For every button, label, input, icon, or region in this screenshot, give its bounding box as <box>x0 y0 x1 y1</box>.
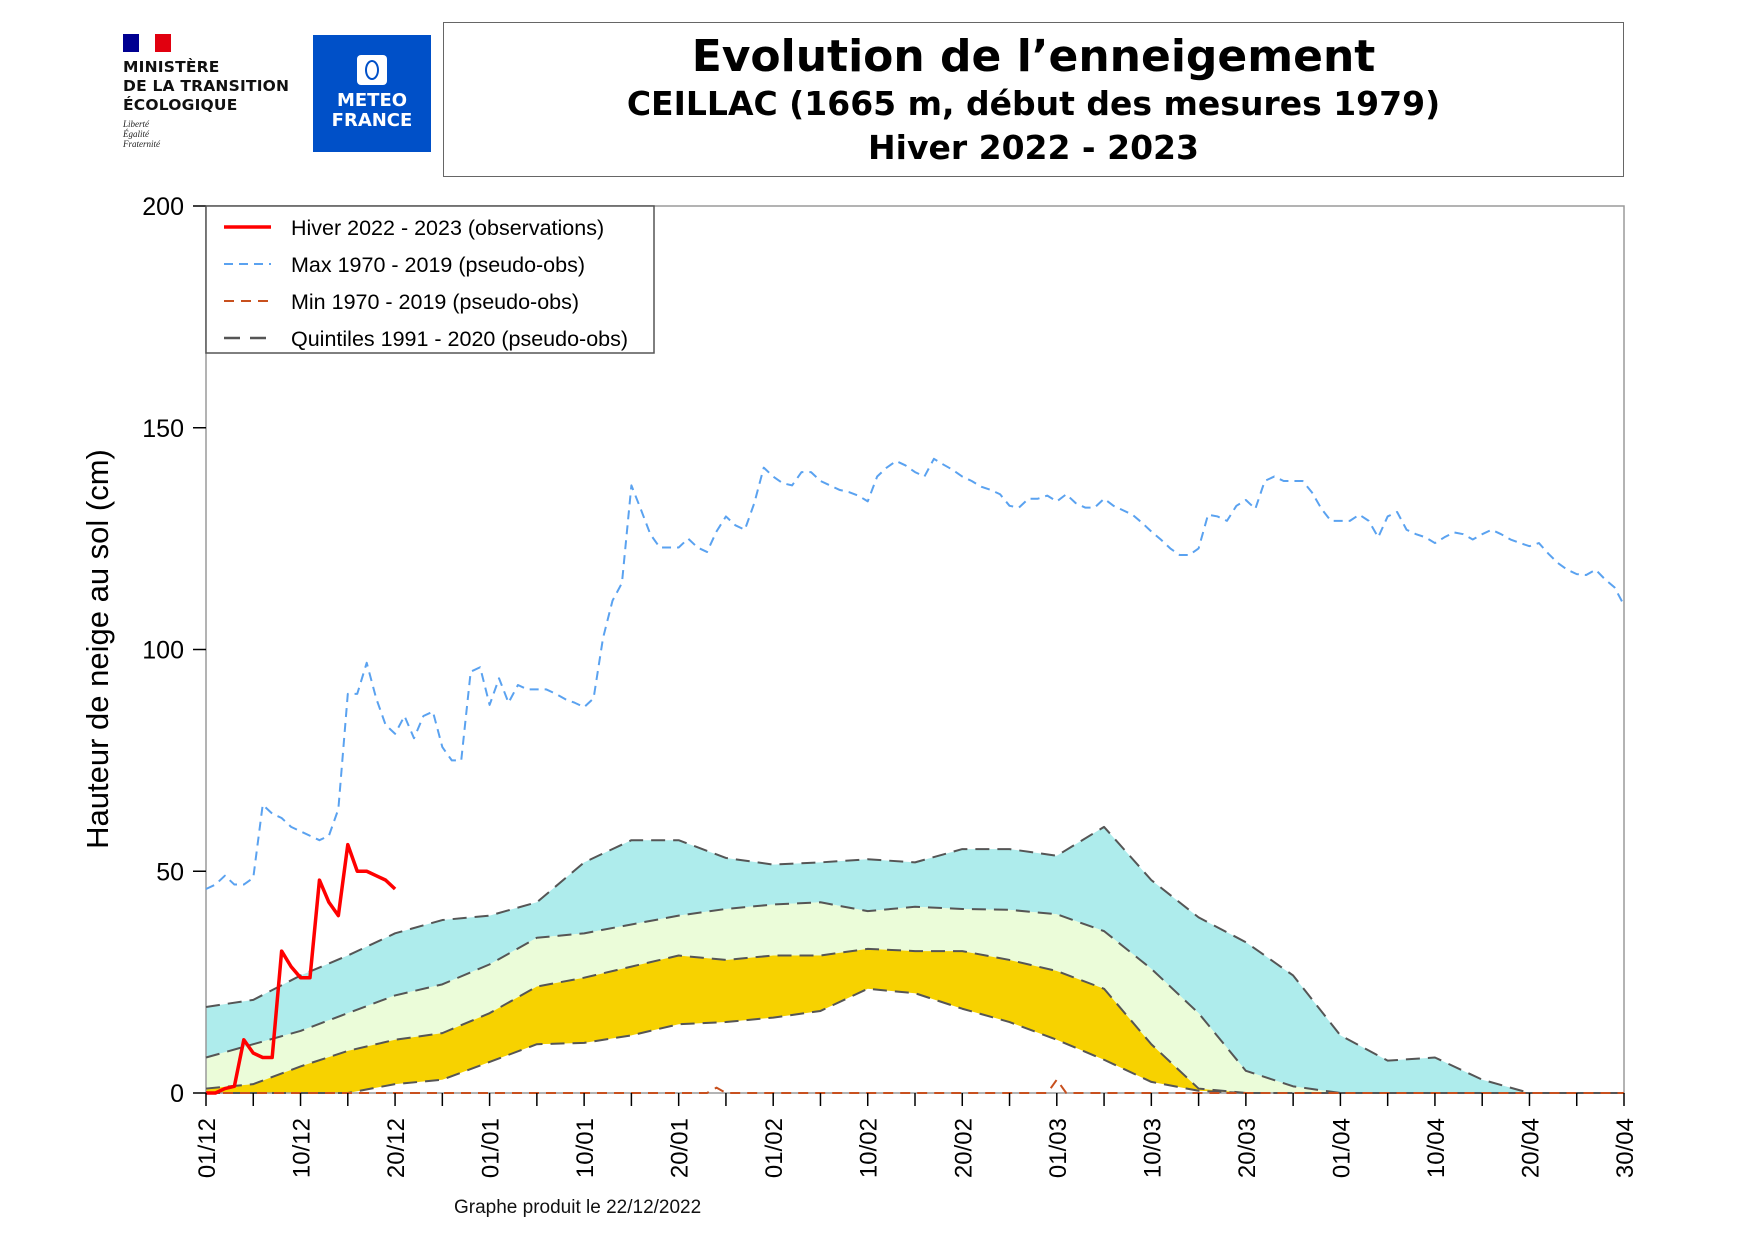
x-tick-label: 20/01 <box>667 1118 694 1178</box>
meteo-france-line-1: METEO <box>336 90 408 111</box>
motto-1: Liberté <box>123 119 149 129</box>
x-tick-label: 20/03 <box>1234 1118 1261 1178</box>
x-tick-label: 10/04 <box>1423 1118 1450 1178</box>
season-label: Hiver 2022 - 2023 <box>868 128 1199 167</box>
y-axis-label: Hauteur de neige au sol (cm) <box>80 449 115 849</box>
legend-box <box>205 205 655 354</box>
x-tick-label: 10/03 <box>1139 1118 1166 1178</box>
y-tick-label: 50 <box>156 858 184 886</box>
quintile-band-40-60 <box>206 902 1624 1093</box>
quintile-band-20-40 <box>206 948 1624 1093</box>
legend-label-obs: Hiver 2022 - 2023 (observations) <box>291 216 604 240</box>
x-tick-label: 10/01 <box>572 1118 599 1178</box>
observations-series-line <box>206 842 397 1095</box>
chart-title: Evolution de l’enneigement <box>691 31 1376 82</box>
quintile-band-60-80 <box>206 826 1624 1093</box>
ministry-line-3: ÉCOLOGIQUE <box>123 96 238 114</box>
legend-label-quintiles: Quintiles 1991 - 2020 (pseudo-obs) <box>291 327 628 351</box>
x-tick-label: 01/04 <box>1328 1118 1355 1178</box>
title-box: Evolution de l’enneigement CEILLAC (1665… <box>443 22 1624 177</box>
ministry-name: MINISTÈRE DE LA TRANSITION ÉCOLOGIQUE <box>123 58 303 115</box>
x-tick-label: 01/01 <box>478 1118 505 1178</box>
legend-label-max: Max 1970 - 2019 (pseudo-obs) <box>291 253 585 277</box>
motto-2: Égalité <box>123 129 149 139</box>
x-tick-label: 10/12 <box>289 1118 316 1178</box>
x-tick-label: 01/02 <box>761 1118 788 1178</box>
quintile-line-q40 <box>205 947 1624 1094</box>
x-tick-label: 10/02 <box>856 1118 883 1178</box>
x-tick-label: 30/04 <box>1612 1118 1639 1178</box>
ministry-logo: MINISTÈRE DE LA TRANSITION ÉCOLOGIQUE Li… <box>123 34 303 152</box>
quintile-line-q60 <box>205 901 1624 1094</box>
meteo-france-line-2: FRANCE <box>331 110 413 131</box>
quintile-line-q80 <box>205 825 1624 1094</box>
x-tick-label: 20/12 <box>383 1118 410 1178</box>
x-tick-label: 01/12 <box>194 1118 221 1178</box>
motto-3: Fraternité <box>123 139 160 149</box>
max-series-line <box>205 457 1625 890</box>
ministry-line-1: MINISTÈRE <box>123 58 220 76</box>
x-tick-label: 01/03 <box>1045 1118 1072 1178</box>
legend-label-min: Min 1970 - 2019 (pseudo-obs) <box>291 290 579 314</box>
meteo-france-logo: METEO FRANCE <box>313 35 431 152</box>
chart-subtitle: CEILLAC (1665 m, début des mesures 1979) <box>626 84 1441 123</box>
y-tick-label: 150 <box>142 415 184 443</box>
y-tick-label: 0 <box>170 1080 184 1108</box>
y-tick-label: 200 <box>142 193 184 221</box>
meteo-france-emblem-icon <box>357 55 387 85</box>
production-date: Graphe produit le 22/12/2022 <box>454 1197 702 1218</box>
ministry-line-2: DE LA TRANSITION <box>123 77 290 95</box>
legend: Hiver 2022 - 2023 (observations) Max 1970… <box>205 205 655 354</box>
y-tick-label: 100 <box>142 637 184 665</box>
x-tick-label: 20/02 <box>950 1118 977 1178</box>
x-tick-label: 20/04 <box>1517 1118 1544 1178</box>
french-flag-icon <box>123 34 171 52</box>
motto: Liberté Égalité Fraternité <box>123 119 303 149</box>
